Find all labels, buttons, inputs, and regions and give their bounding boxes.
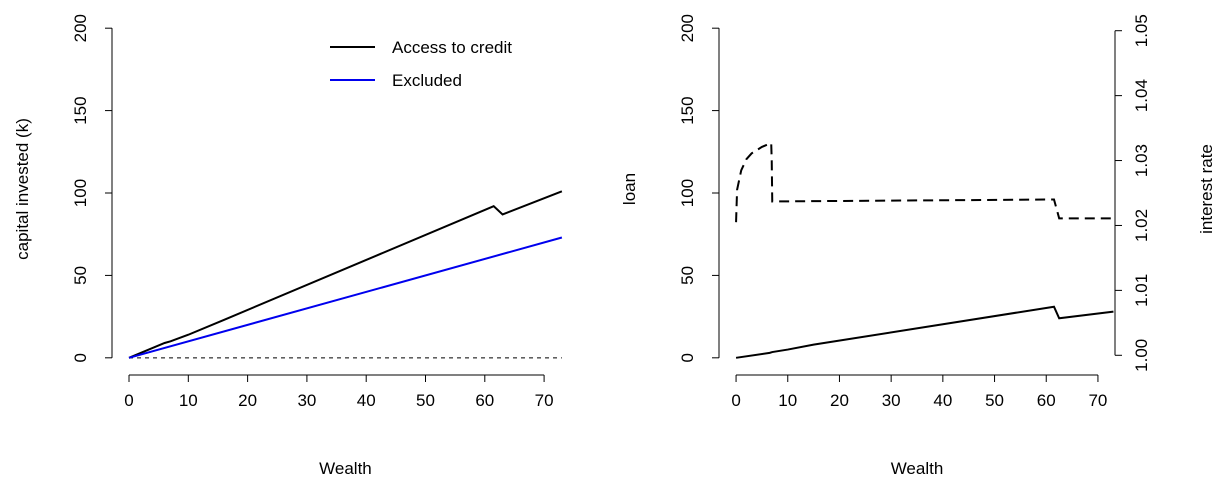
x-tick-label: 10 [179, 391, 198, 410]
series-line [128, 236, 563, 359]
y-tick-label: 0 [678, 353, 697, 362]
y-axis-label: capital invested (k) [13, 118, 32, 260]
x-tick-label: 30 [297, 391, 316, 410]
y2-tick-label: 1.04 [1132, 79, 1151, 112]
y-tick-label: 200 [71, 14, 90, 42]
x-tick-label: 50 [416, 391, 435, 410]
y2-axis-label: interest rate [1197, 144, 1216, 234]
x-tick-label: 10 [778, 391, 797, 410]
y-tick-label: 150 [678, 96, 697, 124]
y-tick-label: 200 [678, 14, 697, 42]
legend-label: Excluded [392, 71, 462, 90]
legend-label: Access to credit [392, 38, 512, 57]
y-tick-label: 50 [71, 266, 90, 285]
y2-tick-label: 1.00 [1132, 339, 1151, 372]
y-axis-label: loan [620, 173, 639, 205]
x-tick-label: 50 [985, 391, 1004, 410]
y2-tick-label: 1.05 [1132, 14, 1151, 47]
y-tick-label: 150 [71, 96, 90, 124]
x-tick-label: 0 [124, 391, 133, 410]
x-tick-label: 40 [933, 391, 952, 410]
series-line [128, 190, 563, 359]
x-tick-label: 60 [1037, 391, 1056, 410]
x-tick-label: 0 [731, 391, 740, 410]
x-tick-label: 70 [535, 391, 554, 410]
x-tick-label: 20 [238, 391, 257, 410]
x-tick-label: 30 [882, 391, 901, 410]
y-tick-label: 0 [71, 353, 90, 362]
x-tick-label: 40 [357, 391, 376, 410]
x-axis-label: Wealth [319, 459, 372, 478]
series-line [735, 305, 1114, 359]
y2-tick-label: 1.02 [1132, 209, 1151, 242]
y-tick-label: 100 [71, 179, 90, 207]
y-tick-label: 50 [678, 266, 697, 285]
y-tick-label: 100 [678, 179, 697, 207]
x-axis-label: Wealth [891, 459, 944, 478]
y2-tick-label: 1.01 [1132, 274, 1151, 307]
series-line [735, 141, 1114, 223]
y2-tick-label: 1.03 [1132, 144, 1151, 177]
x-tick-label: 20 [830, 391, 849, 410]
x-tick-label: 70 [1088, 391, 1107, 410]
x-tick-label: 60 [475, 391, 494, 410]
